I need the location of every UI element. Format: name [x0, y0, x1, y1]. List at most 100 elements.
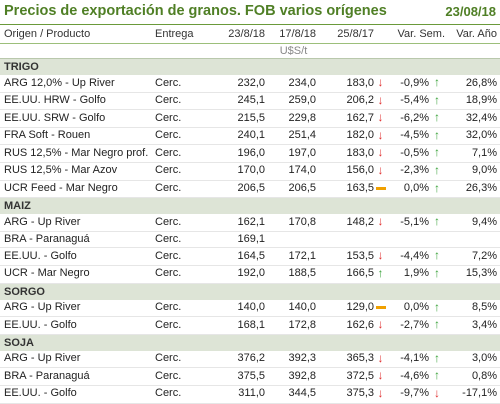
- product-name: ARG - Up River: [0, 350, 153, 369]
- price-d1: 311,0: [213, 385, 265, 404]
- arrow-up-icon: ↑: [434, 110, 440, 125]
- table-row: EE.UU. - Golfo Cerc. 168,1 172,8 162,6 ↓ -2,7%…: [0, 316, 500, 335]
- var-year: 7,2%: [445, 247, 500, 266]
- section-header-soja: SOJA: [0, 333, 500, 351]
- var-year: -17,1%: [445, 385, 500, 404]
- arrow-down-icon: ↓: [374, 75, 387, 93]
- product-name: RUS 12,5% - Mar Negro prof.: [0, 144, 153, 163]
- price-d1: 169,1: [213, 231, 265, 249]
- prices-table: Origen / Producto Entrega 23/8/18 17/8/1…: [0, 25, 500, 404]
- var-week: [387, 231, 429, 249]
- delivery: Cerc.: [153, 265, 213, 284]
- arrow-down-icon: ↓: [374, 127, 387, 146]
- product-name: ARG - Up River: [0, 214, 153, 232]
- section-header-trigo: TRIGO: [0, 58, 500, 75]
- product-name: UCR Feed - Mar Negro: [0, 180, 153, 199]
- var-year: 0,8%: [445, 367, 500, 386]
- arrow-down-icon: ↓: [374, 367, 387, 386]
- arrow-down-icon: ↓: [374, 214, 387, 232]
- price-d1: 164,5: [213, 247, 265, 266]
- arrow-up-icon: ↑: [429, 299, 446, 318]
- delivery: Cerc.: [153, 299, 213, 318]
- product-name: FRA Soft - Rouen: [0, 127, 153, 146]
- var-week: -6,2%: [387, 109, 429, 128]
- product-name: EE.UU. - Golfo: [0, 247, 153, 266]
- var-year: 32,4%: [445, 109, 500, 128]
- header-date-2: 17/8/18: [265, 25, 316, 44]
- var-year: 3,0%: [445, 350, 500, 369]
- price-d1: 232,0: [213, 75, 265, 93]
- delivery: Cerc.: [153, 162, 213, 181]
- units-empty: [387, 44, 429, 59]
- header-date-3: 25/8/17: [316, 25, 374, 44]
- header-product: Origen / Producto: [0, 25, 153, 44]
- arrow-down-icon: ↓: [374, 109, 387, 128]
- product-name: EE.UU. HRW - Golfo: [0, 92, 153, 111]
- price-d3: 129,0: [316, 299, 374, 318]
- price-d3: 183,0: [316, 144, 374, 163]
- table-row: EE.UU. SRW - Golfo Cerc. 215,5 229,8 162,7 ↓ -…: [0, 109, 500, 128]
- product-name: BRA - Paranaguá: [0, 231, 153, 249]
- flat-dash-icon: [375, 186, 386, 190]
- arrow-down-icon: ↓: [377, 75, 384, 89]
- arrow-down-icon: ↓: [377, 350, 384, 365]
- table-row: ARG 12,0% - Up River Cerc. 232,0 234,0 183,0…: [0, 75, 500, 93]
- table-row: EE.UU. HRW - Golfo Cerc. 245,1 259,0 206,2 ↓ -…: [0, 92, 500, 111]
- delivery: Cerc.: [153, 75, 213, 93]
- units-empty: [153, 44, 213, 59]
- table-row: ARG - Up River Cerc. 376,2 392,3 365,3 ↓ -4,1%…: [0, 350, 500, 369]
- var-year: 8,5%: [445, 299, 500, 318]
- arrow-up-icon: ↑: [434, 162, 440, 177]
- delivery: Cerc.: [153, 367, 213, 386]
- price-d3: [316, 231, 374, 249]
- price-d1: 140,0: [213, 299, 265, 318]
- price-d3: 206,2: [316, 92, 374, 111]
- arrow-up-icon: ↑: [434, 248, 440, 263]
- table-row: BRA - Paranaguá Cerc. 169,1: [0, 231, 500, 249]
- price-d3: 365,3: [316, 350, 374, 369]
- price-d1: 206,5: [213, 180, 265, 199]
- arrow-down-icon: ↓: [377, 110, 384, 125]
- table-row: RUS 12,5% - Mar Negro prof. Cerc. 196,0 197…: [0, 144, 500, 163]
- prices-table-body: Origen / Producto Entrega 23/8/18 17/8/1…: [0, 25, 500, 404]
- price-d2: 188,5: [265, 265, 316, 284]
- price-d1: 215,5: [213, 109, 265, 128]
- product-name: RUS 12,5% - Mar Azov: [0, 162, 153, 181]
- var-year: [445, 231, 500, 249]
- var-week: -2,7%: [387, 316, 429, 335]
- units-empty: [429, 44, 445, 59]
- arrow-down-icon: ↓: [374, 162, 387, 181]
- arrow-down-icon: ↓: [377, 214, 384, 229]
- arrow-up-icon: ↑: [429, 350, 446, 369]
- arrow-down-icon: ↓: [377, 385, 384, 400]
- arrow-down-icon: ↓: [377, 248, 384, 263]
- price-d3: 182,0: [316, 127, 374, 146]
- table-row: UCR - Mar Negro Cerc. 192,0 188,5 166,5 ↑ 1,9%…: [0, 265, 500, 284]
- page-title: Precios de exportación de granos. FOB va…: [4, 3, 387, 19]
- var-week: -4,4%: [387, 247, 429, 266]
- arrow-up-icon: ↑: [429, 367, 446, 386]
- var-week: -5,4%: [387, 92, 429, 111]
- units-empty: [0, 44, 153, 59]
- delivery: Cerc.: [153, 92, 213, 111]
- table-row: EE.UU. - Golfo Cerc. 311,0 344,5 375,3 ↓ -9,7%…: [0, 385, 500, 404]
- arrow-down-icon: ↓: [374, 247, 387, 266]
- report-date: 23/08/18: [445, 4, 496, 19]
- price-d1: 170,0: [213, 162, 265, 181]
- price-d3: 372,5: [316, 367, 374, 386]
- arrow-up-icon: ↑: [434, 299, 440, 314]
- delivery: Cerc.: [153, 385, 213, 404]
- var-week: -0,5%: [387, 144, 429, 163]
- var-year: 9,0%: [445, 162, 500, 181]
- var-week: -4,1%: [387, 350, 429, 369]
- arrow-up-icon: ↑: [429, 127, 446, 146]
- arrow-up-icon: ↑: [434, 368, 440, 383]
- delivery: Cerc.: [153, 350, 213, 369]
- arrow-up-icon: ↑: [377, 265, 384, 280]
- var-week: -9,7%: [387, 385, 429, 404]
- price-d1: 162,1: [213, 214, 265, 232]
- header-var-year: Var. Año: [445, 25, 500, 44]
- section-title: SOJA: [0, 333, 500, 351]
- var-year: 3,4%: [445, 316, 500, 335]
- product-name: UCR - Mar Negro: [0, 265, 153, 284]
